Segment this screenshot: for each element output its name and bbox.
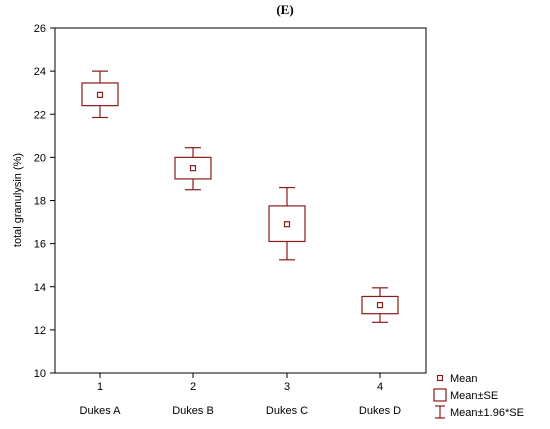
mean-marker bbox=[96, 91, 104, 98]
series-marks bbox=[81, 70, 399, 323]
mean-marker bbox=[376, 301, 384, 309]
x-tick-label: 3 bbox=[284, 381, 290, 393]
panel-label: (E) bbox=[276, 2, 293, 17]
y-tick-label: 10 bbox=[34, 368, 46, 380]
se-box bbox=[81, 82, 119, 107]
legend-whisker-label: Mean±1.96*SE bbox=[450, 407, 524, 419]
y-tick-label: 14 bbox=[34, 282, 46, 294]
legend-mean-symbol bbox=[436, 374, 444, 382]
legend-mean-label: Mean bbox=[450, 373, 478, 385]
plot-area bbox=[54, 27, 427, 374]
mean-marker bbox=[189, 165, 197, 172]
axis-ticks: 10 12 14 16 18 20 22 24 26 1 Dukes A 2 Dukes B 3 Dukes… bbox=[34, 23, 401, 417]
x-tick-label: 2 bbox=[190, 381, 196, 393]
group-label: Dukes B bbox=[172, 405, 214, 417]
se-box bbox=[361, 295, 399, 315]
legend: Mean Mean±SE Mean±1.96*SE bbox=[433, 373, 524, 419]
x-tick-label: 4 bbox=[377, 381, 383, 393]
y-axis-label: total granulysin (%) bbox=[12, 153, 24, 247]
y-tick-label: 16 bbox=[34, 239, 46, 251]
group-label: Dukes D bbox=[359, 405, 401, 417]
legend-se-symbol bbox=[433, 388, 447, 402]
y-tick-label: 24 bbox=[34, 66, 46, 78]
y-tick-label: 18 bbox=[34, 196, 46, 208]
y-tick-label: 22 bbox=[34, 109, 46, 121]
legend-se-label: Mean±SE bbox=[450, 390, 498, 402]
group-label: Dukes C bbox=[266, 405, 308, 417]
group-label: Dukes A bbox=[80, 405, 122, 417]
se-box bbox=[268, 205, 306, 243]
y-tick-label: 26 bbox=[34, 23, 46, 35]
y-tick-label: 20 bbox=[34, 152, 46, 164]
x-tick-label: 1 bbox=[97, 381, 103, 393]
mean-marker bbox=[283, 221, 291, 228]
se-box bbox=[174, 156, 212, 180]
y-tick-label: 12 bbox=[34, 325, 46, 337]
